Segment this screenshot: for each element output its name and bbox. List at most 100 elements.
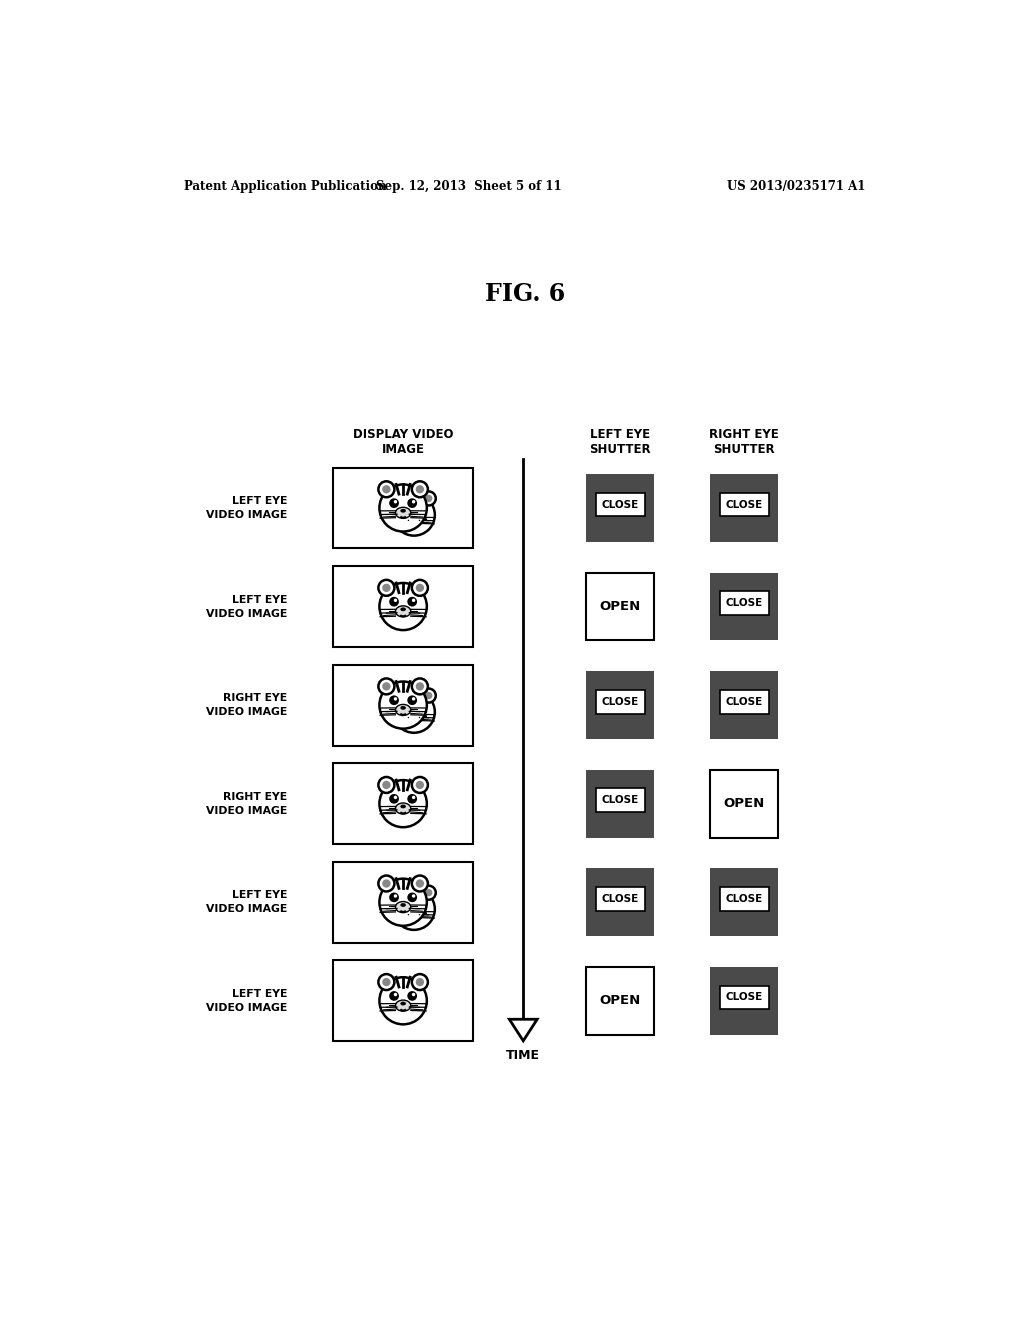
Circle shape [412, 579, 428, 595]
Bar [334, 566, 473, 647]
Circle shape [416, 583, 424, 591]
Bar [710, 770, 778, 838]
Circle shape [389, 597, 399, 607]
Circle shape [409, 1006, 411, 1008]
Circle shape [408, 520, 410, 521]
Text: RIGHT EYE
VIDEO IMAGE: RIGHT EYE VIDEO IMAGE [206, 792, 287, 816]
Ellipse shape [412, 713, 417, 717]
Circle shape [393, 888, 435, 929]
Text: CLOSE: CLOSE [601, 795, 639, 805]
Circle shape [382, 978, 390, 986]
Bar [586, 672, 654, 739]
Circle shape [412, 974, 428, 990]
Text: LEFT EYE
VIDEO IMAGE: LEFT EYE VIDEO IMAGE [206, 496, 287, 520]
Circle shape [393, 697, 397, 701]
Circle shape [422, 508, 425, 511]
Ellipse shape [400, 1002, 406, 1006]
Circle shape [416, 978, 424, 986]
Bar [334, 467, 473, 548]
Circle shape [393, 598, 397, 602]
Circle shape [408, 793, 417, 804]
Circle shape [393, 796, 397, 799]
Circle shape [380, 879, 427, 925]
Ellipse shape [400, 607, 406, 611]
Circle shape [425, 495, 432, 502]
Circle shape [408, 498, 417, 508]
Circle shape [412, 482, 428, 498]
Circle shape [393, 500, 397, 503]
Text: CLOSE: CLOSE [725, 499, 763, 510]
Circle shape [422, 886, 436, 900]
Circle shape [416, 879, 424, 887]
Bar [710, 968, 778, 1035]
Text: CLOSE: CLOSE [601, 894, 639, 904]
Circle shape [401, 704, 411, 711]
Circle shape [389, 696, 399, 705]
Bar [334, 665, 473, 746]
Bar [720, 690, 769, 714]
Text: DISPLAY VIDEO
IMAGE: DISPLAY VIDEO IMAGE [353, 428, 454, 455]
Circle shape [382, 583, 390, 591]
Circle shape [392, 689, 407, 702]
Bar [334, 961, 473, 1041]
Circle shape [389, 991, 399, 1001]
Circle shape [401, 900, 411, 909]
Circle shape [412, 500, 416, 503]
Bar [334, 862, 473, 942]
Ellipse shape [395, 705, 411, 715]
Circle shape [418, 900, 426, 909]
Circle shape [380, 681, 427, 729]
Bar [596, 492, 645, 516]
Circle shape [408, 913, 410, 915]
Ellipse shape [400, 804, 406, 808]
Circle shape [393, 894, 397, 898]
Circle shape [393, 494, 435, 536]
Circle shape [409, 809, 411, 810]
Text: CLOSE: CLOSE [725, 894, 763, 904]
Text: FIG. 6: FIG. 6 [484, 281, 565, 306]
Circle shape [393, 692, 435, 733]
Circle shape [382, 781, 390, 789]
Ellipse shape [408, 515, 421, 524]
Circle shape [378, 875, 394, 891]
Bar [334, 763, 473, 843]
Circle shape [395, 692, 402, 700]
Ellipse shape [408, 908, 421, 919]
Ellipse shape [395, 507, 411, 519]
Text: OPEN: OPEN [599, 601, 641, 612]
Circle shape [408, 991, 417, 1001]
Circle shape [389, 793, 399, 804]
Text: CLOSE: CLOSE [601, 499, 639, 510]
Bar [710, 474, 778, 543]
Bar [596, 788, 645, 812]
Circle shape [408, 892, 417, 903]
Circle shape [378, 579, 394, 595]
Bar [720, 591, 769, 615]
Text: LEFT EYE
VIDEO IMAGE: LEFT EYE VIDEO IMAGE [206, 890, 287, 915]
Circle shape [422, 689, 436, 702]
Circle shape [412, 875, 428, 891]
Bar [710, 573, 778, 640]
Text: OPEN: OPEN [724, 797, 765, 810]
Circle shape [412, 678, 428, 694]
Polygon shape [509, 1019, 538, 1040]
Circle shape [395, 495, 402, 502]
Text: CLOSE: CLOSE [725, 993, 763, 1002]
Circle shape [409, 908, 411, 909]
Text: LEFT EYE
SHUTTER: LEFT EYE SHUTTER [590, 428, 651, 455]
Text: Patent Application Publication: Patent Application Publication [183, 180, 386, 193]
Circle shape [406, 902, 409, 906]
Text: LEFT EYE
VIDEO IMAGE: LEFT EYE VIDEO IMAGE [206, 594, 287, 619]
Ellipse shape [412, 909, 417, 913]
Text: CLOSE: CLOSE [725, 598, 763, 609]
Bar [586, 968, 654, 1035]
Ellipse shape [395, 606, 411, 616]
Circle shape [416, 781, 424, 789]
Circle shape [425, 890, 432, 896]
Circle shape [408, 696, 417, 705]
Ellipse shape [408, 711, 421, 721]
Circle shape [419, 520, 420, 521]
Circle shape [419, 913, 420, 915]
Circle shape [401, 507, 411, 515]
Circle shape [380, 977, 427, 1024]
